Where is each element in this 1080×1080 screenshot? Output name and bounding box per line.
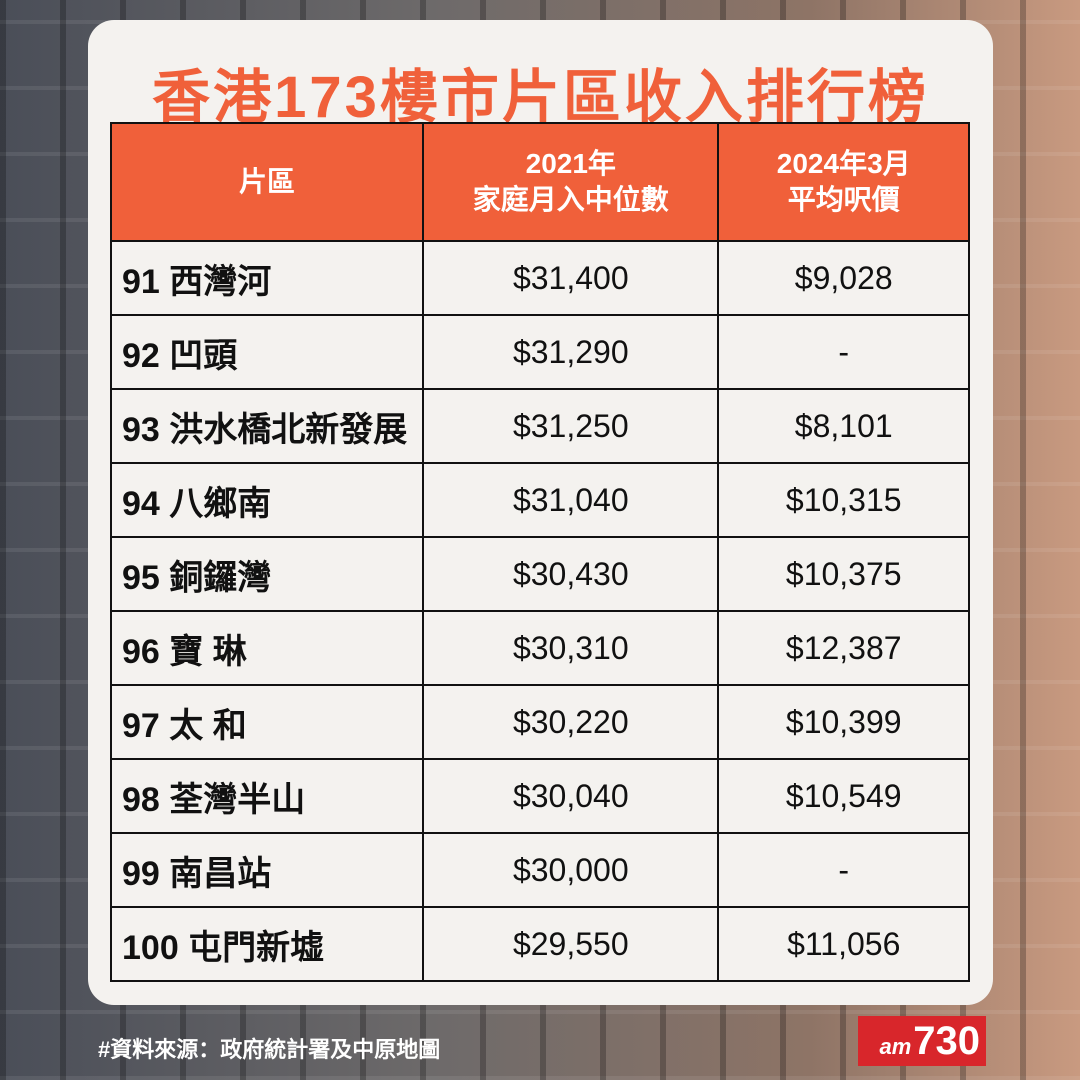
header-cell: 2024年3月 平均呎價	[717, 122, 970, 242]
table-row: 97 太 和 $30,220 $10,399	[109, 684, 970, 760]
value-cell: -	[717, 832, 970, 908]
table-row: 91 西灣河 $31,400 $9,028	[109, 240, 970, 316]
district-cell: 92 凹頭	[109, 314, 425, 390]
value-cell: $31,290	[422, 314, 720, 390]
district-cell: 95 銅鑼灣	[109, 536, 425, 612]
value-cell: $31,250	[422, 388, 720, 464]
value-cell: $30,220	[422, 684, 720, 760]
header-line: 家庭月入中位數	[472, 184, 669, 215]
logo-number: 730	[913, 1019, 980, 1063]
value-cell: $31,040	[422, 462, 720, 538]
header-cell: 2021年家庭月入中位數	[422, 122, 720, 242]
value-cell: $10,375	[717, 536, 970, 612]
logo-prefix: am	[879, 1034, 912, 1059]
title: 香港173樓市片區收入排行榜	[152, 65, 929, 130]
district-cell: 98 荃灣半山	[109, 758, 425, 834]
table-row: 98 荃灣半山 $30,040 $10,549	[109, 758, 970, 834]
value-cell: $10,549	[717, 758, 970, 834]
header-line: 2021年	[525, 148, 616, 179]
value-cell: $11,056	[717, 906, 970, 982]
header-line: 片區	[239, 166, 296, 197]
value-cell: $30,310	[422, 610, 720, 686]
value-cell: $9,028	[717, 240, 970, 316]
card: 香港173樓市片區收入排行榜 片區 2021年 家庭月入中位數 2024年3月 平均呎價…	[88, 20, 993, 1005]
district-cell: 100 屯門新墟	[109, 906, 425, 982]
header-line: 2024年3月	[776, 148, 911, 179]
value-cell: $30,040	[422, 758, 720, 834]
table-row: 96 寶 琳 $30,310 $12,387	[109, 610, 970, 686]
table-row: 93 洪水橋北新發展 $31,250 $8,101	[109, 388, 970, 464]
value-cell: $12,387	[717, 610, 970, 686]
header-line: 平均呎價	[787, 184, 900, 215]
value-cell: $10,315	[717, 462, 970, 538]
district-cell: 97 太 和	[109, 684, 425, 760]
district-cell: 96 寶 琳	[109, 610, 425, 686]
header-row: 片區 2021年 家庭月入中位數 2024年3月 平均呎價	[109, 122, 970, 242]
table-row: 94 八鄉南 $31,040 $10,315	[109, 462, 970, 538]
source-note: #資料來源：政府統計署及中原地圖	[98, 1037, 441, 1062]
header-cell: 片區	[109, 122, 425, 242]
district-cell: 94 八鄉南	[109, 462, 425, 538]
value-cell: $8,101	[717, 388, 970, 464]
value-cell: $30,000	[422, 832, 720, 908]
value-cell: $10,399	[717, 684, 970, 760]
table-row: 99 南昌站 $30,000-	[109, 832, 970, 908]
table-row: 100 屯門新墟 $29,550 $11,056	[109, 906, 970, 982]
table-body: 91 西灣河 $31,400 $9,028 92 凹頭 $31,290-93 洪水橋北新…	[109, 240, 970, 982]
ranking-table: 片區 2021年 家庭月入中位數 2024年3月 平均呎價 91 西灣河 $31,400 $…	[109, 122, 970, 982]
district-cell: 93 洪水橋北新發展	[109, 388, 425, 464]
district-cell: 99 南昌站	[109, 832, 425, 908]
table-row: 95 銅鑼灣 $30,430 $10,375	[109, 536, 970, 612]
value-cell: $30,430	[422, 536, 720, 612]
logo: am730	[858, 1016, 986, 1066]
value-cell: -	[717, 314, 970, 390]
table-row: 92 凹頭 $31,290-	[109, 314, 970, 390]
district-cell: 91 西灣河	[109, 240, 425, 316]
value-cell: $31,400	[422, 240, 720, 316]
value-cell: $29,550	[422, 906, 720, 982]
